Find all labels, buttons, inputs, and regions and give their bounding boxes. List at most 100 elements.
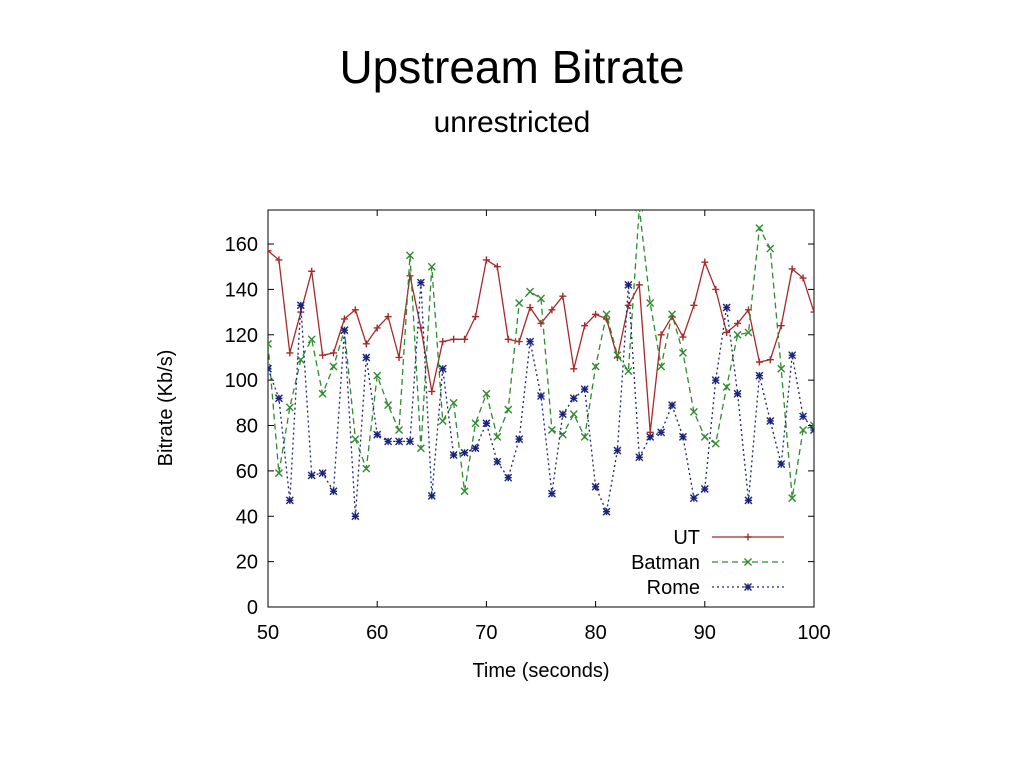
data-point xyxy=(689,407,698,416)
data-point xyxy=(362,340,370,348)
data-point xyxy=(592,310,600,318)
data-point xyxy=(722,303,731,312)
data-point xyxy=(613,351,622,360)
series-ut xyxy=(268,247,814,436)
legend-label: UT xyxy=(673,527,700,549)
data-point xyxy=(504,405,513,414)
data-point xyxy=(646,432,655,441)
data-point xyxy=(384,313,392,321)
data-point xyxy=(268,247,272,255)
data-point xyxy=(635,210,644,212)
data-point xyxy=(362,353,371,362)
data-point xyxy=(268,339,272,348)
data-point xyxy=(569,394,578,403)
data-point xyxy=(438,364,447,373)
data-point xyxy=(547,426,556,435)
data-point xyxy=(547,489,556,498)
data-point xyxy=(471,444,480,453)
data-point xyxy=(788,351,797,360)
data-point xyxy=(723,329,731,337)
data-point xyxy=(373,324,381,332)
data-point xyxy=(405,437,414,446)
data-point xyxy=(460,448,469,457)
data-point xyxy=(569,410,578,419)
data-point xyxy=(373,371,382,380)
series-batman xyxy=(268,210,814,503)
data-point xyxy=(340,315,348,323)
x-tick-label: 90 xyxy=(694,622,716,644)
data-point xyxy=(308,267,316,275)
x-tick-label: 80 xyxy=(584,622,606,644)
data-point xyxy=(624,280,633,289)
data-point xyxy=(395,437,404,446)
data-point xyxy=(733,330,742,339)
data-point xyxy=(438,416,447,425)
data-point xyxy=(558,410,567,419)
data-point xyxy=(482,419,491,428)
data-point xyxy=(624,367,633,376)
data-point xyxy=(679,333,687,341)
data-point xyxy=(559,292,567,300)
data-point xyxy=(657,362,666,371)
data-point xyxy=(449,398,458,407)
data-point xyxy=(700,485,709,494)
data-point xyxy=(799,426,808,435)
legend: UT Batman Rome xyxy=(631,527,784,599)
data-point xyxy=(810,308,814,316)
data-point xyxy=(515,299,524,308)
data-point xyxy=(668,401,677,410)
data-point xyxy=(416,444,425,453)
series-line-batman xyxy=(268,210,814,499)
data-point xyxy=(744,496,753,505)
data-point xyxy=(329,362,338,371)
data-point xyxy=(427,262,436,271)
data-point xyxy=(788,265,796,273)
data-point xyxy=(613,446,622,455)
data-point xyxy=(570,365,578,373)
y-tick-label: 120 xyxy=(225,325,258,347)
data-point xyxy=(439,338,447,346)
data-point xyxy=(362,464,371,473)
data-point xyxy=(711,439,720,448)
data-point xyxy=(329,487,338,496)
data-point xyxy=(428,387,436,395)
data-point xyxy=(471,419,480,428)
y-tick-label: 80 xyxy=(236,416,258,438)
y-tick-label: 40 xyxy=(236,506,258,528)
data-point xyxy=(395,426,404,435)
x-axis: 50 60 70 80 90 100 xyxy=(257,210,831,644)
y-tick-label: 0 xyxy=(247,597,258,619)
data-point xyxy=(351,435,360,444)
y-tick-label: 160 xyxy=(225,234,258,256)
data-point xyxy=(493,432,502,441)
data-point xyxy=(777,322,785,330)
data-point xyxy=(405,251,414,260)
data-point xyxy=(286,349,294,357)
data-point xyxy=(307,471,316,480)
data-point xyxy=(526,304,534,312)
data-point xyxy=(482,389,491,398)
data-point xyxy=(591,482,600,491)
y-tick-label: 60 xyxy=(236,461,258,483)
data-point xyxy=(275,256,283,264)
data-point xyxy=(427,491,436,500)
data-point xyxy=(766,416,775,425)
data-point xyxy=(581,322,589,330)
x-tick-label: 70 xyxy=(475,622,497,644)
data-point xyxy=(678,432,687,441)
data-point xyxy=(777,364,786,373)
data-point xyxy=(777,460,786,469)
data-point xyxy=(515,435,524,444)
data-point xyxy=(296,355,305,364)
data-point xyxy=(602,507,611,516)
data-point xyxy=(734,319,742,327)
data-point xyxy=(526,287,535,296)
data-point xyxy=(646,299,655,308)
data-point xyxy=(624,301,632,309)
data-point xyxy=(580,432,589,441)
data-point xyxy=(330,349,338,357)
data-point xyxy=(384,437,393,446)
data-point xyxy=(657,428,666,437)
data-point xyxy=(373,430,382,439)
data-point xyxy=(766,356,774,364)
